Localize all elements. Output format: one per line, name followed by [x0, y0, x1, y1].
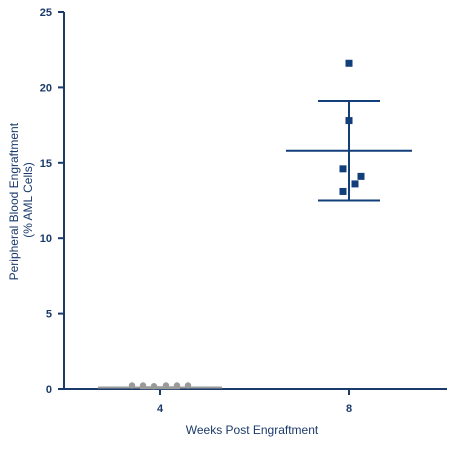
y-tick-label-15: 15 — [40, 158, 52, 170]
data-point-week-8-5 — [351, 180, 359, 188]
y-axis-title-line-1: Peripheral Blood Engraftment — [7, 122, 21, 280]
x-tick-label-8: 8 — [346, 403, 352, 415]
y-tick-label-20: 20 — [40, 82, 52, 94]
data-point-week-4-6 — [184, 382, 192, 389]
data-point-week-8-6 — [339, 187, 347, 195]
data-point-week-4-3 — [150, 383, 158, 390]
x-axis-title: Weeks Post Engraftment — [186, 423, 319, 437]
data-point-week-4-1 — [128, 382, 136, 389]
data-point-week-4-5 — [173, 382, 181, 389]
y-tick-label-10: 10 — [40, 233, 52, 245]
y-axis-title-line-2: (% AML Cells) — [21, 162, 35, 238]
x-tick-label-4: 4 — [157, 403, 164, 415]
data-point-week-8-1 — [345, 59, 353, 67]
y-tick-label-0: 0 — [46, 384, 52, 396]
data-point-week-8-2 — [345, 117, 353, 125]
data-point-week-4-4 — [162, 382, 170, 389]
data-point-week-8-3 — [339, 165, 347, 173]
y-axis-title: Peripheral Blood Engraftment (% AML Cell… — [7, 120, 35, 281]
data-point-week-8-4 — [357, 172, 365, 180]
data-point-week-4-2 — [139, 382, 147, 389]
data-marks — [98, 59, 412, 390]
y-tick-label-25: 25 — [40, 7, 52, 19]
axes: 0 5 10 15 20 25 4 8 — [40, 7, 447, 415]
y-tick-label-5: 5 — [46, 309, 52, 321]
